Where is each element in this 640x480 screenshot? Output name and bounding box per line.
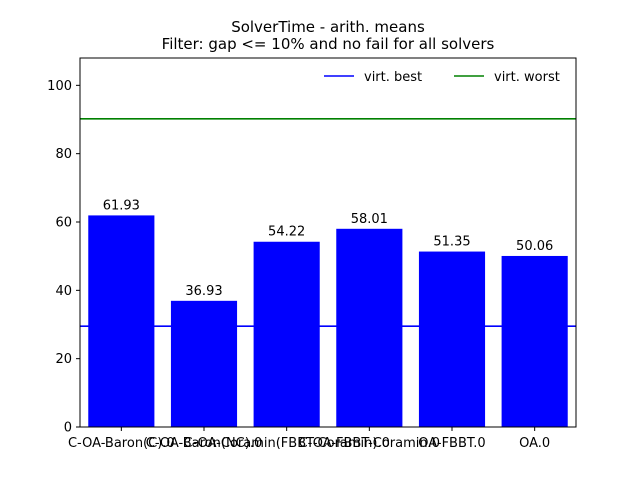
bar-value-label: 36.93 bbox=[185, 284, 222, 299]
bar-value-label: 54.22 bbox=[268, 225, 305, 240]
bar-value-label: 51.35 bbox=[433, 235, 470, 250]
plot-area: 61.93 36.93 54.22 58.01 51.35 50.06 0 20 40 60 80 1… bbox=[47, 57, 577, 451]
y-tick-label: 80 bbox=[55, 147, 72, 162]
x-tick-label: C-OA-Baron(C).0 bbox=[68, 436, 175, 451]
x-tick-label: C-OA-Coramin(FBBT-Coramin).0 bbox=[183, 436, 389, 451]
y-tick-label: 60 bbox=[55, 216, 72, 231]
x-tick-label: C-OA-Baron(NC).0 bbox=[146, 436, 262, 451]
y-tick-label: 100 bbox=[47, 79, 72, 94]
chart-title: SolverTime - arith. means bbox=[231, 18, 425, 36]
bar bbox=[253, 241, 320, 427]
y-tick-label: 40 bbox=[55, 284, 72, 299]
bar-value-label: 61.93 bbox=[103, 198, 140, 213]
legend-entry: virt. worst bbox=[494, 70, 560, 85]
x-tick-label: C-OA-FBBT-Coramin.0 bbox=[299, 436, 440, 451]
x-tick-label: OA.0 bbox=[519, 436, 550, 451]
bar bbox=[88, 215, 155, 427]
bar-value-label: 58.01 bbox=[351, 212, 388, 227]
bar bbox=[336, 228, 403, 427]
chart-subtitle: Filter: gap <= 10% and no fail for all s… bbox=[162, 35, 495, 53]
x-tick-label: OA-FBBT.0 bbox=[418, 436, 485, 451]
bar bbox=[501, 255, 568, 427]
legend-entry: virt. best bbox=[364, 70, 422, 85]
plot-frame bbox=[79, 57, 577, 428]
bar bbox=[170, 300, 238, 427]
bar-value-label: 50.06 bbox=[516, 239, 553, 254]
y-tick-label: 0 bbox=[64, 421, 72, 436]
y-tick-label: 20 bbox=[55, 352, 72, 367]
bar bbox=[418, 251, 486, 427]
